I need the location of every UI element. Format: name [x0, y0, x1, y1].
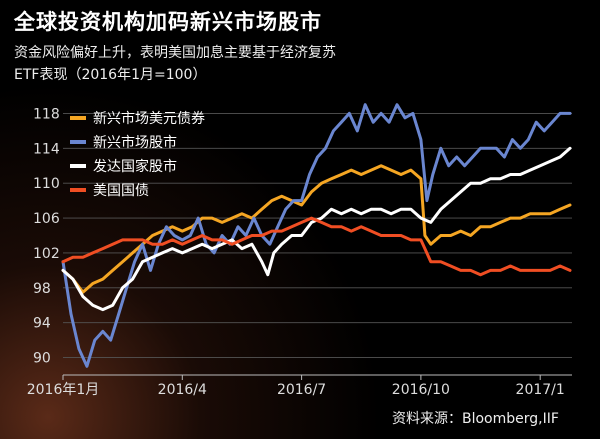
- y-tick-label: 106: [33, 211, 60, 227]
- source-note: 资料来源：Bloomberg,IIF: [392, 411, 559, 427]
- series-line-2: [61, 103, 572, 368]
- legend-label: 发达国家股市: [93, 158, 177, 175]
- legend-label: 美国国债: [93, 183, 149, 199]
- y-tick-label: 94: [33, 316, 51, 332]
- y-tick-label: 90: [33, 351, 51, 367]
- x-tick-label: 2016/7: [277, 382, 326, 398]
- chart-subtitle-line2: ETF表现（2016年1月=100）: [14, 67, 207, 83]
- x-tick-label: 2016/4: [158, 382, 207, 398]
- x-tick-label: 2016/10: [392, 382, 450, 398]
- y-tick-label: 98: [33, 281, 51, 297]
- x-tick-label: 2016年1月: [27, 382, 100, 398]
- legend-label: 新兴市场股市: [93, 134, 177, 151]
- series-line-4: [61, 216, 572, 277]
- x-tick-label: 2017/1: [516, 382, 565, 398]
- y-tick-label: 114: [33, 141, 60, 157]
- series-line-1: [61, 164, 572, 294]
- chart-subtitle-line1: 资金风险偏好上升，表明美国加息主要基于经济复苏: [14, 45, 336, 61]
- chart-title: 全球投资机构加码新兴市场股市: [14, 10, 322, 34]
- y-tick-label: 102: [33, 246, 60, 262]
- legend-label: 新兴市场美元债券: [93, 110, 205, 127]
- y-tick-label: 110: [33, 176, 60, 192]
- y-tick-label: 118: [33, 106, 60, 122]
- series-line-3: [61, 146, 572, 312]
